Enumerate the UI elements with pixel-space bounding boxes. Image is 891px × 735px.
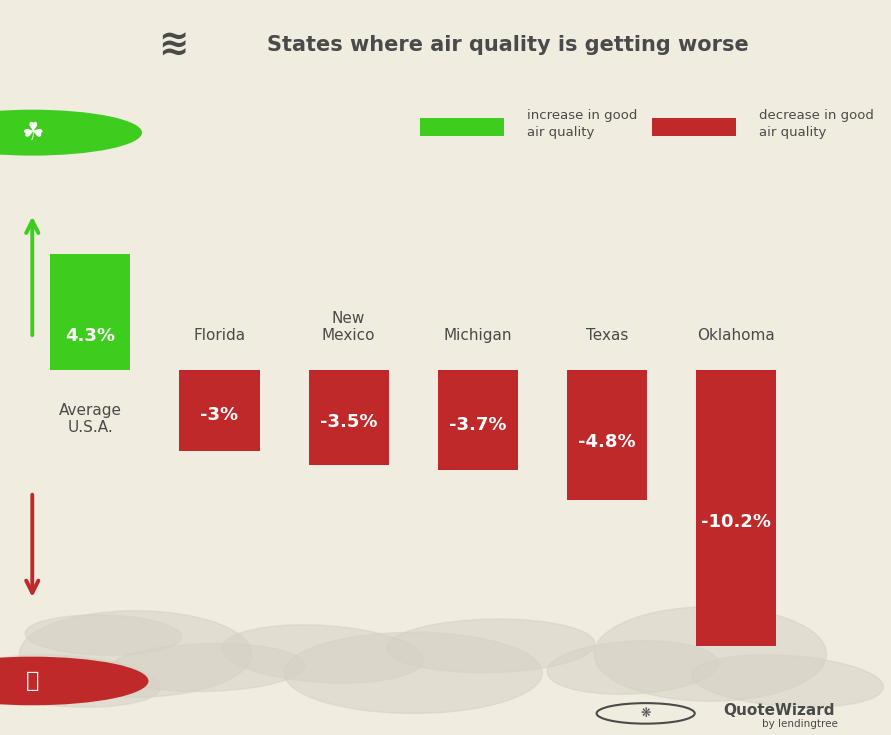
Text: -3%: -3% [200,406,239,424]
Circle shape [0,110,142,156]
Text: New
Mexico: New Mexico [322,311,375,343]
Text: Oklahoma: Oklahoma [697,329,775,343]
Text: 4.3%: 4.3% [65,326,116,345]
Text: increase in good
air quality: increase in good air quality [527,109,637,139]
Text: by lendingtree: by lendingtree [762,719,838,729]
Ellipse shape [0,655,160,707]
FancyBboxPatch shape [652,118,736,136]
Text: ⛅: ⛅ [26,671,39,691]
Ellipse shape [109,643,305,692]
FancyBboxPatch shape [567,370,647,500]
Text: ☘: ☘ [21,121,44,145]
FancyBboxPatch shape [696,370,776,646]
Text: Michigan: Michigan [444,329,512,343]
Text: QuoteWizard: QuoteWizard [723,703,835,718]
Ellipse shape [692,655,884,707]
Text: Texas: Texas [585,329,628,343]
Text: -10.2%: -10.2% [701,513,771,531]
Ellipse shape [20,611,252,698]
Ellipse shape [223,625,423,683]
Text: ❋: ❋ [641,707,651,720]
Text: Average
U.S.A.: Average U.S.A. [59,403,122,435]
FancyBboxPatch shape [420,118,503,136]
Text: decrease in good
air quality: decrease in good air quality [759,109,874,139]
Text: Florida: Florida [193,329,246,343]
Ellipse shape [594,606,827,701]
Text: States where air quality is getting worse: States where air quality is getting wors… [267,35,748,55]
Ellipse shape [387,619,595,673]
Text: -3.7%: -3.7% [449,416,506,434]
Text: -3.5%: -3.5% [320,413,378,431]
Ellipse shape [547,641,718,695]
Ellipse shape [284,632,543,714]
FancyBboxPatch shape [308,370,388,465]
FancyBboxPatch shape [437,370,518,470]
FancyBboxPatch shape [179,370,259,451]
Circle shape [0,656,149,706]
Ellipse shape [25,615,182,655]
Text: -4.8%: -4.8% [578,433,635,451]
Text: ≋: ≋ [159,28,189,62]
FancyBboxPatch shape [51,254,130,370]
